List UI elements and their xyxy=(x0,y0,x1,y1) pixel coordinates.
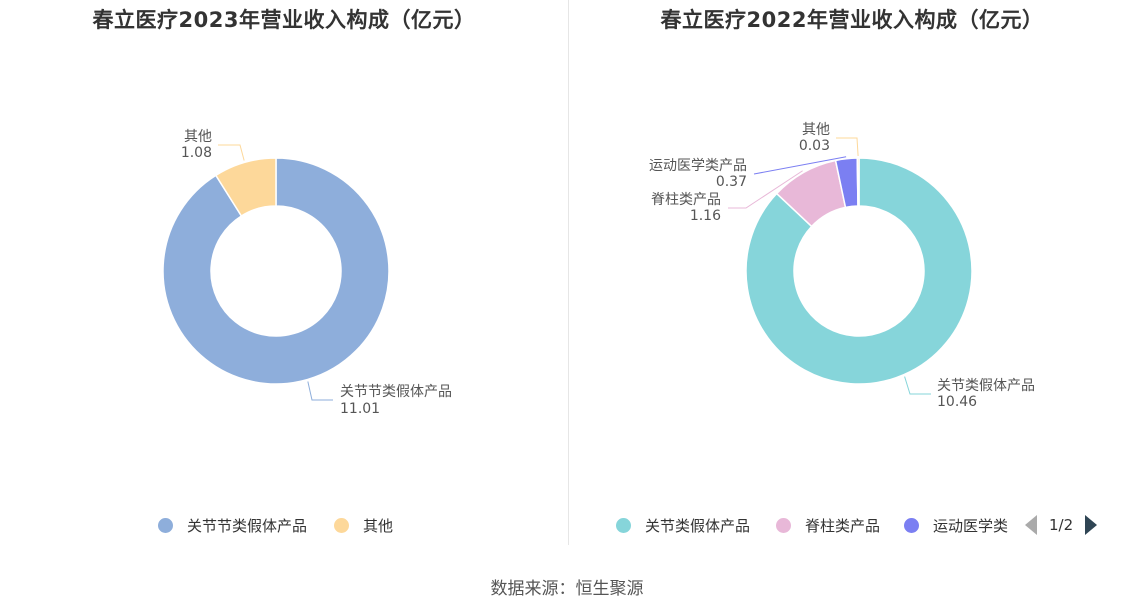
legend-dot-spine-2022 xyxy=(776,517,791,533)
legend-2022: 关节类假体产品 脊柱类产品 运动医学类 xyxy=(570,513,1134,537)
slice-value-other-2022: 0.03 xyxy=(799,138,830,154)
slice-label-other-2022: 其他 xyxy=(802,122,830,138)
slice-value-spine-2022: 1.16 xyxy=(690,208,721,224)
legend-2023: 关节节类假体产品 其他 xyxy=(0,513,568,537)
leader-line-joint xyxy=(307,381,333,401)
panel-divider xyxy=(568,0,569,545)
slice-value-joint: 11.01 xyxy=(340,401,380,417)
legend-label-joint-2022: 关节类假体产品 xyxy=(645,516,751,535)
donut-2022-slice-0[interactable] xyxy=(745,157,973,385)
slice-label-sports-2022: 运动医学类产品 xyxy=(649,158,747,174)
slice-label-other: 其他 xyxy=(184,129,212,145)
legend-item-joint[interactable]: 关节节类假体产品 xyxy=(158,513,307,537)
chart-title-2023: 春立医疗2023年营业收入构成（亿元） xyxy=(92,8,476,32)
leader-line-spine-2022 xyxy=(728,170,803,209)
legend-item-sports-2022[interactable]: 运动医学类 xyxy=(904,513,1008,537)
chart-panel-2022: 春立医疗2022年营业收入构成（亿元） 关节类假体产品 10.46 脊柱类产品 … xyxy=(570,0,1134,545)
donut-chart-2023: 关节节类假体产品 11.01 其他 1.08 xyxy=(162,129,452,417)
leader-line-joint-2022 xyxy=(904,376,931,395)
pager-next-icon[interactable] xyxy=(1085,515,1098,535)
donut-chart-2022: 关节类假体产品 10.46 脊柱类产品 1.16 运动医学类产品 0.37 其他… xyxy=(649,122,1035,410)
leader-line-sports-2022 xyxy=(753,156,847,175)
legend-item-joint-2022[interactable]: 关节类假体产品 xyxy=(616,513,750,537)
legend-dot-sports-2022 xyxy=(904,517,919,533)
slice-value-other: 1.08 xyxy=(181,145,212,161)
legend-label-other: 其他 xyxy=(363,516,394,535)
leader-line-other-2022 xyxy=(836,137,859,157)
donut-2023-slice-1[interactable] xyxy=(214,157,277,218)
legend-item-spine-2022[interactable]: 脊柱类产品 xyxy=(776,513,880,537)
legend-item-other[interactable]: 其他 xyxy=(334,513,393,537)
data-source-note: 数据来源：恒生聚源 xyxy=(490,579,644,599)
slice-label-spine-2022: 脊柱类产品 xyxy=(651,192,721,208)
chart-panel-2023: 春立医疗2023年营业收入构成（亿元） 关节节类假体产品 11.01 其他 1.… xyxy=(0,0,568,545)
legend-pager: 1/2 xyxy=(1025,513,1098,537)
pager-text: 1/2 xyxy=(1049,516,1074,534)
legend-label-sports-2022: 运动医学类 xyxy=(933,516,1009,535)
slice-value-sports-2022: 0.37 xyxy=(716,174,747,190)
slice-label-joint: 关节节类假体产品 xyxy=(340,384,452,400)
donut-2023-slice-0[interactable] xyxy=(162,157,390,385)
legend-dot-joint xyxy=(158,517,173,533)
legend-dot-joint-2022 xyxy=(616,517,631,533)
leader-line-other xyxy=(218,144,245,161)
legend-label-joint: 关节节类假体产品 xyxy=(187,516,308,535)
donut-2022-slice-3[interactable] xyxy=(856,157,860,207)
slice-label-joint-2022: 关节类假体产品 xyxy=(937,378,1035,394)
pager-prev-icon[interactable] xyxy=(1025,515,1037,535)
legend-label-spine-2022: 脊柱类产品 xyxy=(805,516,881,535)
slice-value-joint-2022: 10.46 xyxy=(937,394,977,410)
chart-title-2022: 春立医疗2022年营业收入构成（亿元） xyxy=(660,8,1044,32)
legend-dot-other xyxy=(334,517,349,533)
